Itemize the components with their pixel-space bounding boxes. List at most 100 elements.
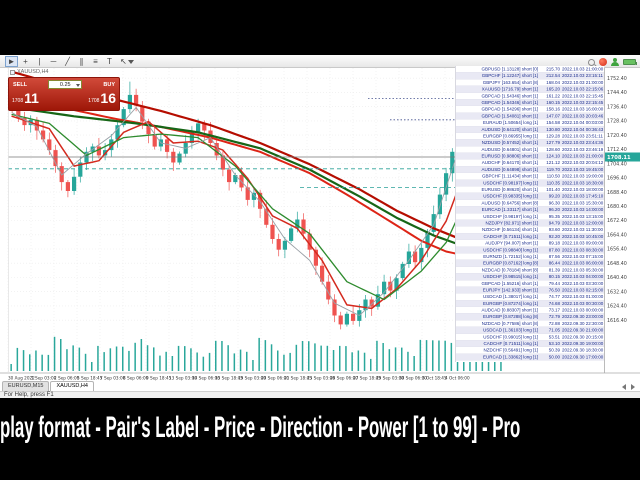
signal-row[interactable]: AUDCHF [0.64170] short [1] 121.12 2022.10.… (456, 159, 604, 167)
svg-text:1752.40: 1752.40 (607, 76, 627, 82)
svg-text:8 Sep 06:00: 8 Sep 06:00 (123, 376, 149, 381)
signal-row[interactable]: EURCAD [1.33117] short [1] 96.20 2022.10.0… (456, 206, 604, 214)
signal-row[interactable]: AUDUSD [0.64898] short [1] 119.70 2022.10.… (456, 166, 604, 174)
signal-row[interactable]: EURGBP [0.87162] long [8] 86.44 2022.10.03… (456, 260, 604, 267)
toolbar: ► + | ─ ╱ ∥ ≡ T ↖ (0, 55, 640, 68)
signal-row[interactable]: AUDUSD [0.64756] short [8] 96.30 2022.10.0… (456, 199, 604, 207)
signal-row[interactable]: GBPCAD [1.54081] short [1] 147.07 2022.10.… (456, 112, 604, 120)
signal-row[interactable]: USDCAD [1.36103] long [1] 71.05 2022.09.30… (456, 327, 604, 334)
signal-row[interactable]: AUDUSD [0.64801] short [1] 128.60 2022.10.… (456, 146, 604, 154)
svg-text:1728.40: 1728.40 (607, 119, 627, 125)
svg-text:2 Sep 06:00: 2 Sep 06:00 (54, 376, 80, 381)
signal-row[interactable]: GBPCAD [1.55216] short [1] 79.44 2022.10.0… (456, 280, 604, 287)
signals-list-panel: GBPUSD [1.13128] short [0] 215.70 2022.10.… (455, 66, 604, 362)
svg-text:27 Sep 18:45: 27 Sep 18:45 (353, 376, 381, 381)
signal-row[interactable]: EURUSD [0.98806] short [1] 124.10 2022.10.… (456, 153, 604, 160)
signal-row[interactable]: GBPCAD [1.54296] short [1] 158.16 2022.10.… (456, 106, 604, 113)
svg-text:26 Sep 06:00: 26 Sep 06:00 (330, 376, 358, 381)
signal-row[interactable]: XAUUSD [1716.79] short [1] 165.20 2022.10.… (456, 86, 604, 93)
signal-row[interactable]: NZDUSD [0.57452] short [1] 127.79 2022.10.… (456, 139, 604, 147)
lot-caret-icon[interactable] (76, 84, 81, 87)
signal-row[interactable]: AUDCAD [0.88307] short [1] 73.17 2022.10.0… (456, 307, 604, 314)
buy-price-small: 1708 (88, 98, 100, 104)
sell-price-button[interactable]: 1708 11 (10, 91, 41, 106)
signal-row[interactable]: USDCHF [0.99015] long [1] 53.51 2022.09.30… (456, 333, 604, 341)
lot-size-input[interactable]: 0.25 (48, 80, 83, 89)
signal-row[interactable]: USDCHF [0.98840] long [1] 87.80 2022.10.03… (456, 246, 604, 254)
signal-row[interactable]: EURUSD [0.98620] short [1] 101.40 2022.10.… (456, 186, 604, 194)
signal-row[interactable]: AUDJPY [94.007] short [1] 89.18 2022.10.03… (456, 240, 604, 247)
trendline-tool[interactable]: ╱ (65, 56, 70, 66)
svg-text:4 Oct 06:00: 4 Oct 06:00 (445, 376, 470, 381)
vertical-line-tool[interactable]: | (38, 56, 41, 66)
svg-text:30 Aug 2022: 30 Aug 2022 (8, 376, 35, 381)
signal-row[interactable]: GBPCAD [1.54346] short [1] 161.22 2022.10.… (456, 92, 604, 100)
text-tool[interactable]: T (107, 56, 112, 66)
signal-row[interactable]: USDCHF [0.98335] long [1] 99.20 2022.10.03… (456, 193, 604, 200)
buy-price-button[interactable]: 1708 16 (86, 91, 118, 106)
fibonacci-tool[interactable]: ≡ (93, 56, 98, 66)
signal-row[interactable]: USDCHF [0.98197] long [1] 95.35 2022.10.03… (456, 213, 604, 220)
signal-row[interactable]: GBPCHF [1.12247] short [1] 212.54 2022.10.… (456, 72, 604, 80)
signal-row[interactable]: USDCHF [0.98197] long [1] 110.35 2022.10.0… (456, 179, 604, 187)
horizontal-line-tool[interactable]: ─ (50, 56, 57, 66)
sell-button[interactable]: SELL (13, 81, 28, 88)
svg-text:1720.40: 1720.40 (607, 133, 627, 139)
channel-tool[interactable]: ∥ (79, 56, 84, 66)
signal-row[interactable]: EURJPY [142.933] short [1] 76.50 2022.10.0… (456, 286, 604, 294)
letterbox-top (0, 0, 640, 55)
signal-row[interactable]: EURCAD [1.33862] long [1] 50.00 2022.09.30… (456, 353, 604, 361)
svg-text:1708.11: 1708.11 (607, 155, 631, 161)
toolbar-dropdown-caret-icon[interactable] (128, 60, 134, 64)
letterbox-bottom: play format - Pair's Label - Price - Dir… (0, 398, 640, 480)
trade-panel-header: SELL 0.25 BUY (10, 79, 118, 90)
trade-panel-prices: 1708 11 1708 16 (10, 91, 118, 106)
svg-text:23 Sep 03:00: 23 Sep 03:00 (307, 376, 335, 381)
chart-tab-xauusd-h4[interactable]: XAUUSD,H4 (50, 381, 94, 391)
svg-text:14 Sep 06:00: 14 Sep 06:00 (192, 376, 220, 381)
buy-button[interactable]: BUY (103, 81, 115, 88)
signal-row[interactable]: NZDCAD [0.78184] short [8] 81.39 2022.10.0… (456, 266, 604, 274)
signal-row[interactable]: CADCHF [0.71511] long [1] 53.10 2022.09.30… (456, 340, 604, 348)
signal-row[interactable]: CADCHF [0.71511] long [1] 92.20 2022.10.03… (456, 233, 604, 241)
signal-row[interactable]: GBPJPY [163.654] short [8] 168.04 2022.10.… (456, 79, 604, 87)
signal-row[interactable]: GBPUSD [1.13128] short [0] 215.70 2022.10.… (456, 66, 604, 73)
signal-row[interactable]: USDCAD [1.38017] long [1] 74.77 2022.10.03… (456, 293, 604, 301)
signal-row[interactable]: USDCHF [0.98515] long [1] 80.15 2022.10.03… (456, 273, 604, 281)
signal-row[interactable]: EURAUD [1.50654] long [1] 154.58 2022.10.0… (456, 119, 604, 127)
svg-text:1624.40: 1624.40 (607, 304, 627, 310)
crosshair-tool[interactable]: + (23, 56, 28, 66)
signal-row[interactable]: GBPCAD [1.54346] short [1] 160.15 2022.10.… (456, 99, 604, 107)
chart-tabs-bar: EURUSD,M15 XAUUSD,H4 (2, 381, 94, 391)
signals-list: GBPUSD [1.13128] short [0] 215.70 2022.10.… (456, 66, 604, 361)
svg-text:15 Sep 18:45: 15 Sep 18:45 (215, 376, 243, 381)
signal-row[interactable]: EURGBP [0.87274] long [1] 74.68 2022.10.03… (456, 300, 604, 308)
tab-scroll-left-icon[interactable] (622, 384, 626, 390)
signal-row[interactable]: EURNZD [1.72152] long [1] 87.56 2022.10.03… (456, 253, 604, 261)
signal-row[interactable]: NZDCHF [0.56491] long [1] 50.39 2022.09.30… (456, 347, 604, 354)
signal-row[interactable]: GBPCHF [1.11434] short [1] 110.50 2022.10.… (456, 173, 604, 180)
svg-text:29 Sep 03:00: 29 Sep 03:00 (376, 376, 404, 381)
notification-icon (599, 58, 607, 66)
trading-platform-window: ► + | ─ ╱ ∥ ≡ T ↖ 30 Aug 2022 1 Sep 03:00 2 Sep 06… (0, 55, 640, 398)
chart-tab-eurusd-m15[interactable]: EURUSD,M15 (2, 381, 50, 391)
signal-row[interactable]: EURGBP [0.86955] long [1] 129.28 2022.10.0… (456, 132, 604, 140)
svg-text:1664.40: 1664.40 (607, 233, 627, 239)
search-icon[interactable] (588, 58, 595, 66)
signal-row[interactable]: AUDUSD [0.64120] short [1] 130.80 2022.10.… (456, 126, 604, 133)
lot-size-value: 0.25 (59, 82, 71, 88)
signal-row[interactable]: NZDCHF [0.56134] short [1] 93.60 2022.10.0… (456, 226, 604, 234)
cursor-tool[interactable]: ► (5, 55, 18, 67)
caption-text: play format - Pair's Label - Price - Dir… (0, 411, 521, 444)
svg-text:1704.40: 1704.40 (607, 161, 627, 167)
chart-title: XAUUSD,H4 (10, 69, 48, 75)
signal-row[interactable]: NZDJPY [82.971] short [1] 94.79 2022.10.03… (456, 219, 604, 227)
chart-window-icon (10, 69, 15, 75)
tab-scroll-right-icon[interactable] (631, 384, 635, 390)
arrows-tool[interactable]: ↖ (120, 56, 127, 66)
signal-row[interactable]: EURGBP [0.87288] long [8] 72.79 2022.09.30… (456, 313, 604, 321)
svg-text:1680.40: 1680.40 (607, 204, 627, 210)
signal-row[interactable]: NZDCAD [0.77586] short [8] 72.88 2022.09.3… (456, 320, 604, 328)
svg-text:1712.40: 1712.40 (607, 147, 627, 153)
